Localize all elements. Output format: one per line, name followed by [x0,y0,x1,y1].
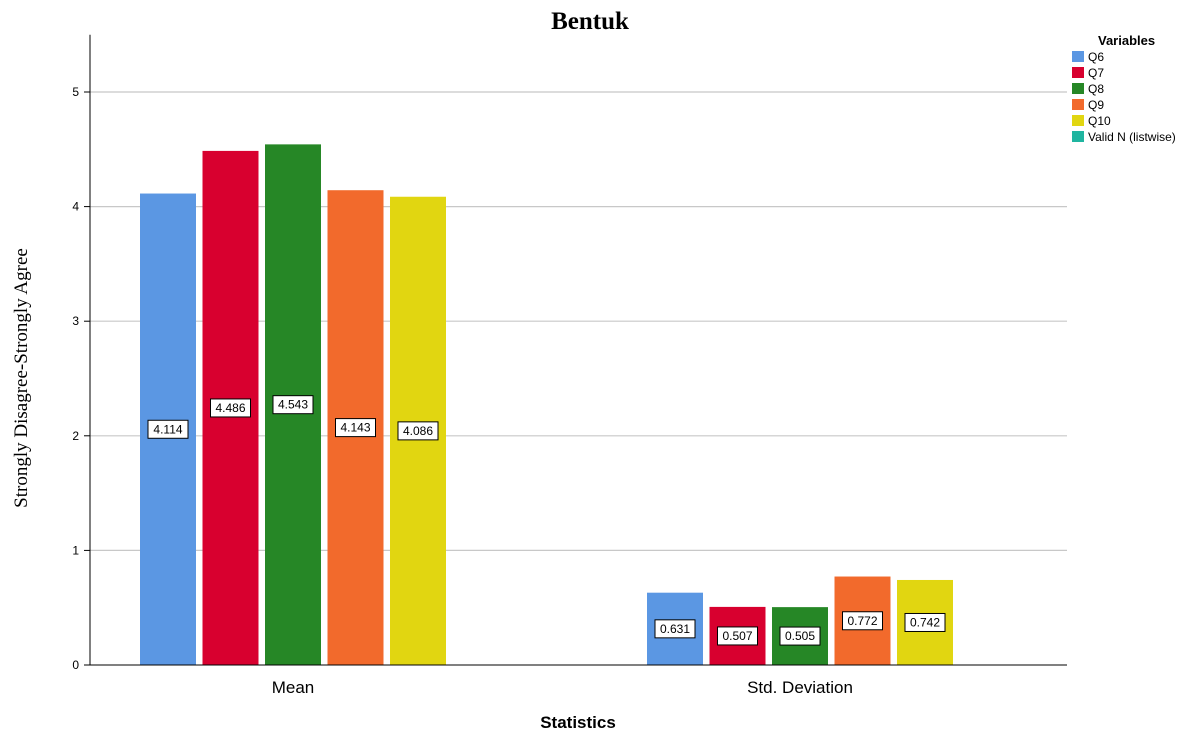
x-category-label: Std. Deviation [747,678,853,697]
data-label: 0.505 [785,629,815,643]
data-label: 0.631 [660,622,690,636]
legend-swatch [1072,83,1084,94]
legend-swatch [1072,99,1084,110]
legend-entry: Q9 [1088,98,1104,112]
data-label: 0.507 [722,629,752,643]
data-label: 4.143 [340,421,370,435]
data-label: 4.086 [403,424,433,438]
y-tick-label: 4 [72,200,79,214]
legend-swatch [1072,51,1084,62]
y-tick-label: 3 [72,314,79,328]
y-axis-label: Strongly Disagree-Strongly Agree [11,248,32,508]
y-tick-label: 0 [72,658,79,672]
legend-entry: Q7 [1088,66,1104,80]
legend-entry: Q10 [1088,114,1111,128]
legend-swatch [1072,131,1084,142]
bars [140,144,953,665]
legend-swatch [1072,115,1084,126]
data-label: 4.486 [215,401,245,415]
legend-entry: Q6 [1088,50,1104,64]
legend-entry: Valid N (listwise) [1088,130,1176,144]
data-label: 4.543 [278,398,308,412]
legend-swatch [1072,67,1084,78]
data-label: 0.772 [847,614,877,628]
x-category-label: Mean [272,678,315,697]
data-label: 0.742 [910,615,940,629]
legend-title: Variables [1098,33,1155,48]
data-label: 4.114 [153,422,182,436]
legend-entry: Q8 [1088,82,1104,96]
y-tick-label: 2 [72,429,79,443]
x-axis-label: Statistics [540,713,616,731]
y-tick-label: 5 [72,85,79,99]
legend: Variables Q6 Q7 Q8 Q9 Q10 Valid N (listwise) [1072,33,1176,144]
chart-title: Bentuk [551,8,629,35]
y-tick-label: 1 [72,543,79,557]
